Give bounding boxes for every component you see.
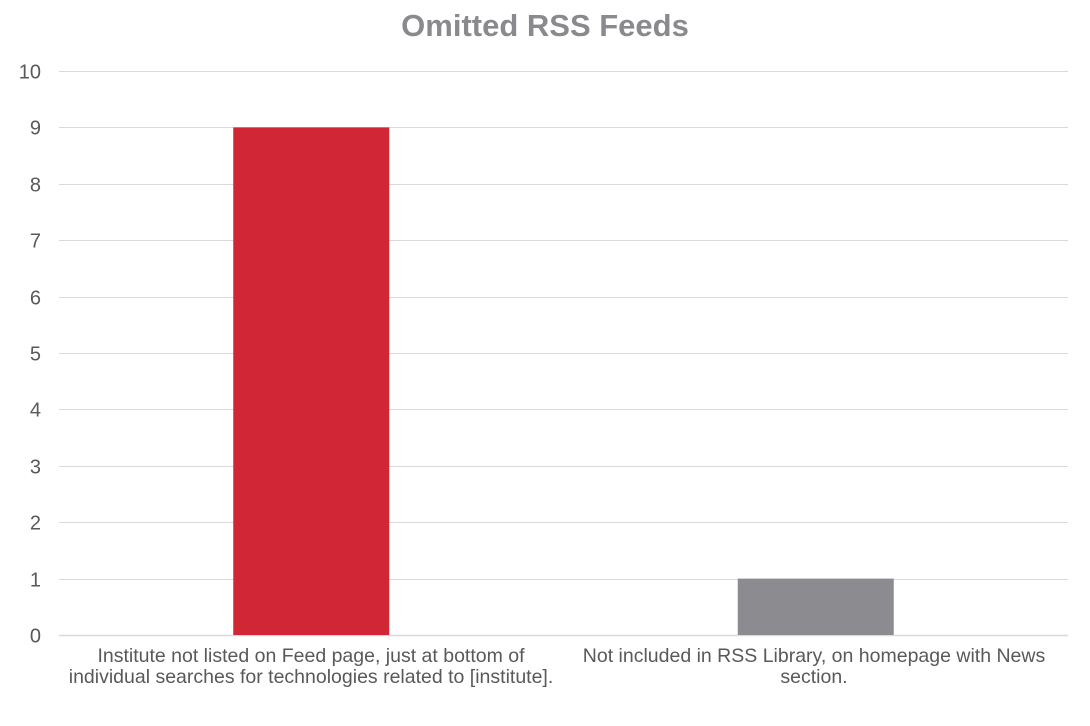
y-axis-ticks: 0 1 2 3 4 5 6 7 8 9 10 xyxy=(19,62,41,648)
bars xyxy=(233,127,894,636)
y-tick-label-0: 0 xyxy=(30,626,41,648)
chart-title: Omitted RSS Feeds xyxy=(401,8,689,43)
y-tick-label-4: 4 xyxy=(30,400,41,422)
y-tick-label-3: 3 xyxy=(30,457,41,479)
y-tick-label-8: 8 xyxy=(30,175,41,197)
bar-2 xyxy=(737,578,894,635)
gridlines xyxy=(59,71,1068,637)
y-tick-label-2: 2 xyxy=(30,513,41,535)
x-tick-label-1: Institute not listed on Feed page, just … xyxy=(68,645,554,688)
y-tick-label-7: 7 xyxy=(30,231,41,253)
y-tick-label-6: 6 xyxy=(30,288,41,310)
bar-1 xyxy=(233,127,390,636)
y-tick-label-10: 10 xyxy=(19,62,41,84)
y-tick-label-9: 9 xyxy=(30,118,41,140)
x-tick-label-2: Not included in RSS Library, on homepage… xyxy=(582,645,1046,688)
y-tick-label-5: 5 xyxy=(30,344,41,366)
y-tick-label-1: 1 xyxy=(30,570,41,592)
